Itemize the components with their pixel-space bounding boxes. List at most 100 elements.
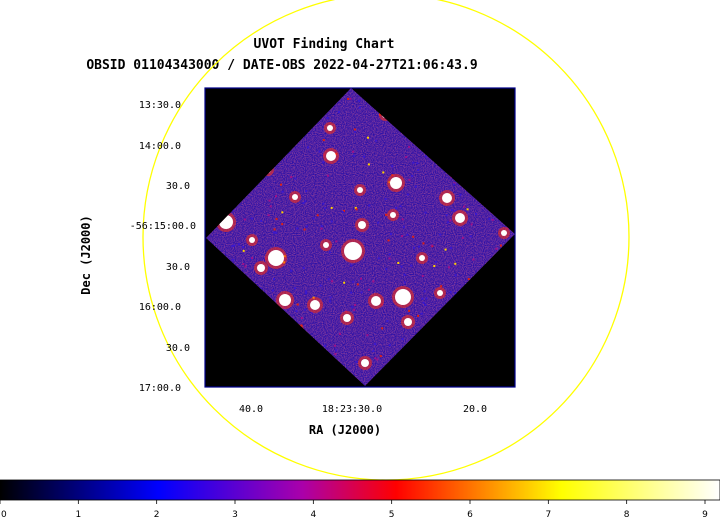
noise-pixel bbox=[358, 106, 361, 109]
noise-pixel bbox=[290, 176, 293, 178]
noise-pixel bbox=[280, 183, 282, 186]
star bbox=[371, 296, 381, 306]
noise-pixel bbox=[374, 357, 377, 360]
noise-pixel bbox=[250, 217, 253, 220]
noise-pixel bbox=[422, 301, 425, 304]
noise-pixel bbox=[275, 231, 278, 234]
colorbar-tick-label: 8 bbox=[624, 510, 630, 520]
noise-pixel bbox=[360, 277, 363, 280]
noise-pixel bbox=[405, 156, 408, 159]
noise-pixel bbox=[244, 265, 247, 268]
noise-pixel bbox=[343, 281, 346, 284]
noise-pixel bbox=[424, 211, 427, 214]
noise-pixel bbox=[470, 223, 473, 226]
noise-pixel bbox=[411, 175, 414, 177]
ra-tick-label: 40.0 bbox=[239, 404, 263, 415]
noise-pixel bbox=[305, 225, 308, 228]
dec-tick-label: 13:30.0 bbox=[139, 100, 181, 111]
noise-pixel bbox=[328, 300, 331, 303]
star bbox=[442, 193, 452, 203]
noise-pixel bbox=[354, 206, 357, 209]
noise-pixel bbox=[449, 291, 452, 294]
noise-pixel bbox=[237, 243, 240, 246]
noise-pixel bbox=[303, 228, 306, 231]
star bbox=[327, 125, 333, 131]
noise-pixel bbox=[388, 257, 391, 260]
noise-pixel bbox=[327, 278, 330, 281]
dec-tick-label: 30.0 bbox=[166, 343, 190, 354]
noise-pixel bbox=[444, 248, 447, 251]
noise-pixel bbox=[355, 361, 358, 363]
star bbox=[310, 300, 320, 310]
noise-pixel bbox=[460, 227, 463, 230]
noise-pixel bbox=[448, 266, 450, 269]
noise-pixel bbox=[430, 244, 433, 247]
noise-pixel bbox=[363, 155, 365, 158]
noise-pixel bbox=[403, 273, 406, 276]
noise-pixel bbox=[395, 207, 398, 209]
ra-tick-labels: 40.0 18:23:30.0 20.0 bbox=[239, 404, 487, 415]
noise-pixel bbox=[445, 214, 448, 217]
noise-pixel bbox=[451, 209, 454, 212]
noise-pixel bbox=[272, 231, 275, 234]
noise-pixel bbox=[259, 287, 262, 290]
star bbox=[437, 290, 443, 296]
noise-pixel bbox=[324, 344, 327, 347]
noise-pixel bbox=[251, 257, 254, 260]
noise-pixel bbox=[406, 233, 409, 236]
star bbox=[292, 194, 298, 200]
noise-pixel bbox=[269, 205, 272, 208]
noise-pixel bbox=[311, 311, 314, 314]
star bbox=[361, 359, 369, 367]
noise-pixel bbox=[350, 291, 353, 294]
noise-pixel bbox=[406, 193, 409, 196]
noise-pixel bbox=[320, 225, 323, 228]
noise-pixel bbox=[326, 116, 329, 119]
noise-pixel bbox=[352, 154, 355, 157]
colorbar-tick-label: 2 bbox=[154, 510, 160, 520]
noise-pixel bbox=[271, 289, 274, 292]
colorbar-tick-label: 7 bbox=[545, 510, 551, 520]
noise-pixel bbox=[232, 258, 235, 261]
noise-pixel bbox=[454, 274, 457, 277]
noise-pixel bbox=[242, 249, 245, 252]
noise-pixel bbox=[424, 155, 427, 158]
dec-tick-labels: 13:30.0 14:00.0 30.0 -56:15:00.0 30.0 16… bbox=[130, 100, 196, 394]
noise-pixel bbox=[367, 136, 369, 139]
noise-pixel bbox=[319, 284, 322, 287]
noise-pixel bbox=[488, 218, 491, 221]
noise-pixel bbox=[290, 269, 293, 272]
noise-pixel bbox=[330, 206, 333, 209]
noise-pixel bbox=[408, 309, 411, 312]
noise-pixel bbox=[302, 267, 305, 269]
noise-pixel bbox=[368, 288, 370, 291]
noise-pixel bbox=[475, 212, 478, 215]
noise-pixel bbox=[360, 291, 363, 294]
star bbox=[279, 294, 291, 306]
star bbox=[357, 187, 363, 193]
noise-pixel bbox=[333, 344, 336, 347]
ra-tick-label: 18:23:30.0 bbox=[322, 404, 382, 415]
noise-pixel bbox=[446, 221, 449, 224]
noise-pixel bbox=[417, 169, 420, 171]
colorbar-tick-label: 6 bbox=[467, 510, 473, 520]
noise-pixel bbox=[381, 327, 384, 330]
noise-pixel bbox=[417, 314, 420, 317]
noise-pixel bbox=[305, 190, 308, 193]
noise-pixel bbox=[382, 171, 385, 174]
noise-pixel bbox=[367, 163, 370, 166]
noise-pixel bbox=[354, 130, 356, 133]
noise-pixel bbox=[384, 197, 387, 200]
colorbar-ticks: 0 1 2 3 4 5 6 7 8 9 bbox=[0, 500, 708, 520]
star bbox=[257, 264, 265, 272]
dec-tick-label: -56:15:00.0 bbox=[130, 221, 196, 232]
noise-pixel bbox=[305, 292, 308, 295]
noise-pixel bbox=[499, 244, 502, 247]
star bbox=[249, 237, 255, 243]
noise-pixel bbox=[423, 290, 426, 293]
star bbox=[455, 213, 465, 223]
noise-pixel bbox=[379, 355, 382, 358]
noise-pixel bbox=[275, 217, 278, 220]
noise-pixel bbox=[388, 253, 391, 256]
colorbar bbox=[0, 479, 720, 501]
